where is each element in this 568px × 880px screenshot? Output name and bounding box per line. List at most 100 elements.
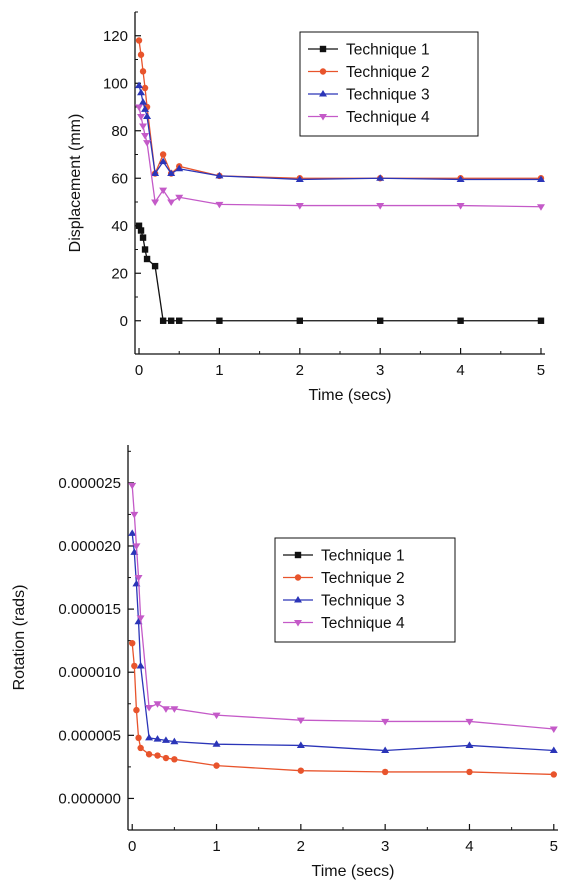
y-tick-label: 0.000005 bbox=[58, 727, 121, 744]
x-tick-label: 1 bbox=[212, 838, 220, 855]
data-point bbox=[141, 105, 150, 112]
data-point bbox=[466, 768, 473, 776]
data-point bbox=[215, 171, 224, 179]
legend-marker bbox=[319, 45, 327, 53]
data-point bbox=[549, 726, 558, 734]
y-tick-label: 0.000000 bbox=[58, 790, 121, 807]
y-tick-label: 60 bbox=[111, 170, 128, 187]
data-point bbox=[139, 123, 148, 130]
data-point bbox=[151, 199, 160, 206]
y-tick-label: 0 bbox=[120, 313, 128, 330]
y-tick-label: 100 bbox=[103, 75, 128, 92]
y-tick-label: 0.000015 bbox=[58, 601, 121, 618]
data-point bbox=[135, 81, 144, 89]
data-point bbox=[135, 222, 143, 229]
x-tick-label: 0 bbox=[135, 362, 143, 379]
x-tick-label: 3 bbox=[381, 838, 389, 855]
series-technique-2 bbox=[129, 639, 557, 778]
legend-marker bbox=[319, 113, 327, 121]
data-point bbox=[536, 175, 545, 182]
data-point bbox=[136, 615, 145, 622]
series-line bbox=[131, 485, 554, 730]
series-line bbox=[138, 225, 541, 322]
legend-marker bbox=[319, 68, 327, 75]
data-point bbox=[159, 151, 167, 158]
chart-panel-1: 0 1 2 3 4 5 0 20 40 60 80 100 120 Time (secs) Displace… bbox=[67, 11, 545, 404]
legend-marker bbox=[294, 574, 302, 581]
data-point bbox=[213, 762, 220, 769]
data-point bbox=[139, 98, 148, 105]
legend-marker bbox=[294, 551, 302, 559]
x-tick-label: 5 bbox=[550, 838, 558, 855]
data-point bbox=[151, 169, 160, 177]
data-point bbox=[159, 157, 168, 165]
data-point bbox=[137, 113, 146, 121]
data-point bbox=[159, 317, 167, 324]
series-technique-1 bbox=[135, 222, 545, 324]
series-technique-4 bbox=[128, 482, 558, 734]
data-point bbox=[170, 706, 179, 713]
legend: Technique 1 Technique 2 Technique 3 Techniq… bbox=[274, 537, 456, 643]
y-tick-label: 0.000025 bbox=[58, 475, 121, 492]
data-point bbox=[216, 317, 223, 324]
series-technique-3 bbox=[128, 529, 558, 754]
data-point bbox=[143, 140, 152, 147]
y-tick-label: 20 bbox=[111, 265, 128, 282]
data-point bbox=[141, 132, 150, 140]
data-point bbox=[153, 701, 162, 708]
data-point bbox=[376, 174, 385, 181]
y-axis-title: Displacement (mm) bbox=[67, 114, 84, 253]
x-tick-label: 4 bbox=[456, 362, 464, 379]
data-point bbox=[175, 194, 184, 202]
data-point bbox=[145, 733, 154, 741]
data-point bbox=[167, 317, 175, 324]
legend-label: Technique 2 bbox=[321, 570, 405, 587]
legend-label: Technique 3 bbox=[346, 87, 430, 104]
data-point bbox=[296, 717, 305, 725]
data-point bbox=[457, 317, 464, 324]
data-point bbox=[161, 736, 170, 743]
chart-panel-2: 0 1 2 3 4 5 0.000000 0.000005 0.000010 0.000015 0.… bbox=[11, 445, 558, 880]
data-point bbox=[137, 744, 144, 752]
x-axis-title: Time (secs) bbox=[309, 387, 392, 404]
legend-marker bbox=[294, 596, 302, 603]
y-tick-label: 0.000020 bbox=[58, 538, 121, 555]
data-point bbox=[536, 204, 545, 211]
data-point bbox=[159, 187, 168, 195]
data-point bbox=[145, 704, 154, 712]
x-tick-label: 0 bbox=[128, 838, 136, 855]
data-point bbox=[141, 246, 149, 253]
data-point bbox=[550, 771, 557, 778]
data-point bbox=[456, 203, 465, 210]
y-axis-title: Rotation (rads) bbox=[11, 585, 28, 691]
series-line bbox=[131, 643, 554, 776]
data-point bbox=[537, 317, 545, 324]
data-point bbox=[381, 768, 389, 776]
series-technique-4 bbox=[135, 104, 545, 211]
data-point bbox=[137, 88, 146, 96]
data-point bbox=[465, 718, 474, 726]
data-point bbox=[161, 706, 170, 713]
data-point bbox=[381, 718, 390, 726]
data-point bbox=[170, 737, 179, 745]
data-point bbox=[549, 746, 558, 754]
data-point bbox=[141, 84, 149, 92]
data-point bbox=[162, 754, 170, 762]
data-point bbox=[171, 756, 178, 763]
series-technique-3 bbox=[135, 81, 545, 182]
data-point bbox=[143, 255, 151, 263]
data-point bbox=[381, 746, 390, 754]
data-point bbox=[133, 706, 140, 714]
data-point bbox=[296, 741, 305, 748]
x-tick-label: 2 bbox=[297, 838, 305, 855]
data-point bbox=[154, 752, 161, 759]
legend-label: Technique 4 bbox=[346, 109, 430, 126]
y-tick-label: 80 bbox=[111, 123, 128, 140]
data-point bbox=[167, 169, 176, 177]
data-point bbox=[295, 203, 304, 210]
data-point bbox=[297, 767, 305, 774]
y-tick-label: 120 bbox=[103, 28, 128, 45]
x-tick-label: 4 bbox=[465, 838, 473, 855]
legend-label: Technique 1 bbox=[321, 548, 405, 565]
